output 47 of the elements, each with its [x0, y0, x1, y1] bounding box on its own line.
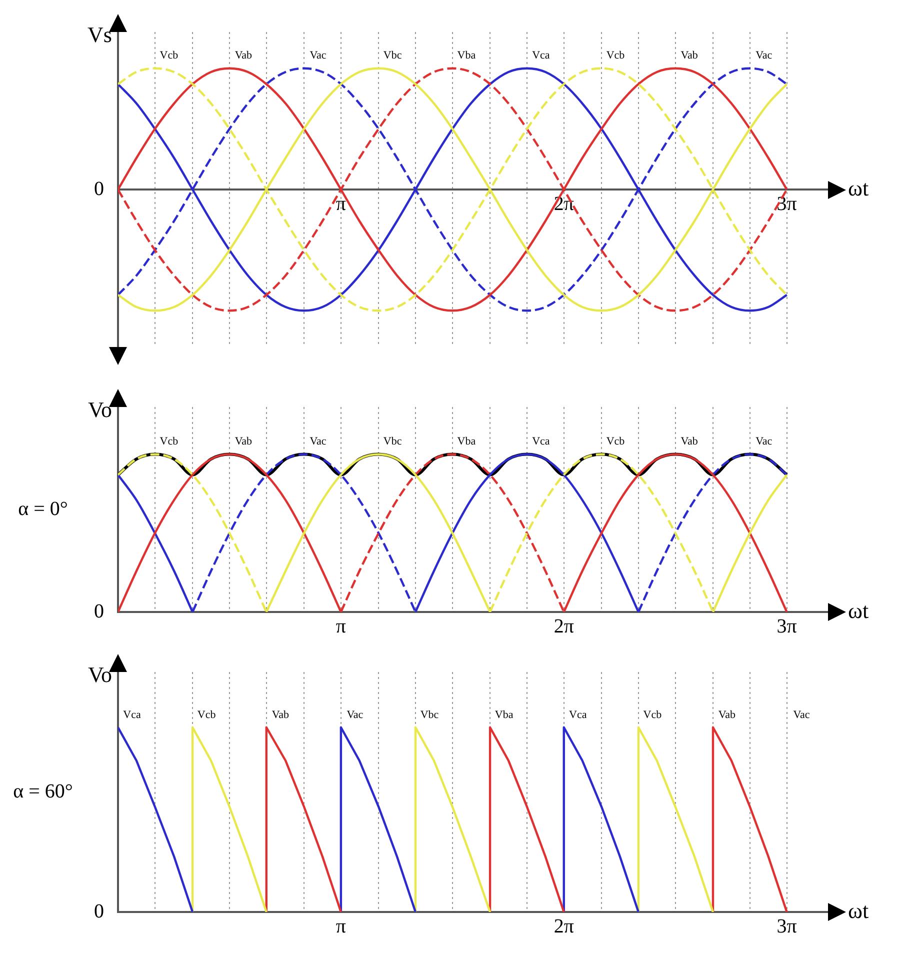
annotation: Vbc: [383, 436, 402, 448]
x-tick-label: π: [336, 615, 346, 638]
text: α = 60°: [13, 780, 73, 802]
text: 0: [94, 178, 104, 200]
x-tick-label: 2π: [554, 615, 574, 638]
y-axis-title: Vo: [88, 662, 112, 687]
annotation: Vca: [569, 708, 587, 721]
y-axis-title: Vs: [88, 22, 112, 47]
x-tick-label: 3π: [776, 192, 797, 215]
text: α = 0°: [18, 498, 68, 520]
x-tick-label: 2π: [554, 915, 574, 938]
x-axis-title: ωt: [848, 598, 869, 623]
annotation: Vca: [532, 50, 550, 62]
x-axis-title: ωt: [848, 898, 869, 923]
annotation: Vca: [532, 436, 550, 448]
annotation: Vcb: [643, 708, 662, 721]
annotation: Vab: [234, 50, 253, 62]
annotation: Vcb: [160, 50, 179, 62]
annotation: Vac: [310, 50, 326, 62]
annotation: Vba: [457, 50, 476, 62]
annotation: Vab: [718, 708, 736, 721]
x-tick-label: π: [336, 915, 346, 938]
annotation: Vbc: [383, 50, 402, 62]
annotation: Vab: [680, 436, 698, 448]
annotation: Vac: [310, 436, 326, 448]
annotation: Vab: [272, 708, 290, 721]
text: 0: [94, 600, 104, 622]
y-axis-title: Vo: [88, 396, 112, 422]
annotation: Vcb: [606, 436, 626, 448]
annotation: Vab: [680, 50, 698, 62]
x-tick-label: 3π: [776, 615, 797, 638]
annotation: Vac: [756, 436, 772, 448]
x-tick-label: 3π: [776, 915, 797, 938]
annotation: Vac: [346, 708, 364, 721]
x-axis-title: ωt: [848, 175, 869, 200]
annotation: Vba: [457, 436, 476, 448]
annotation: Vcb: [160, 436, 179, 448]
annotation: Vac: [756, 50, 772, 62]
x-tick-label: π: [336, 192, 346, 215]
annotation: Vca: [123, 708, 141, 721]
annotation: Vbc: [420, 708, 439, 721]
text: 0: [94, 900, 104, 922]
annotation: Vba: [494, 708, 514, 721]
annotation: Vcb: [606, 50, 626, 62]
annotation: Vab: [234, 436, 253, 448]
annotation: Vcb: [197, 708, 216, 721]
text: Vac: [793, 708, 810, 721]
